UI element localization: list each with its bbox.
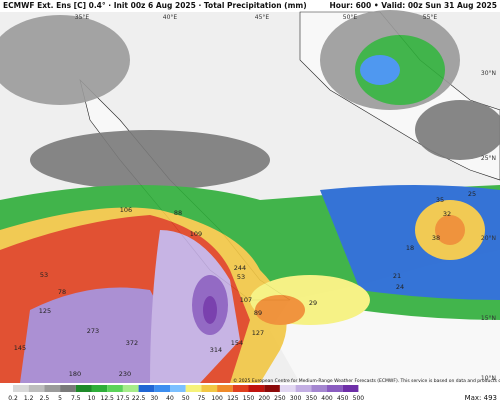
value-label: 314 [210,346,222,354]
legend-tick: 250 [274,395,286,402]
lon-label: 55°E [423,14,438,21]
legend-tick: 350 [306,395,318,402]
legend-tick: 400 [321,395,333,402]
legend: 0.2 1.2 2.5 5 7.5 10 12.5 17.5 22.5 30 40 50 75 100 12… [8,377,500,402]
value-label: 372 [126,339,138,347]
value-label: 107 [240,296,252,304]
color-swatch [342,385,359,392]
color-swatch [264,385,280,392]
value-label: 109 [190,230,202,238]
credit: © 2025 European Centre for Medium-Range … [233,377,500,384]
lat-label: 15°N [481,315,496,322]
color-swatch [217,385,233,392]
value-label: 154 [231,339,243,347]
value-label: 127 [252,329,264,337]
color-swatch [75,385,92,392]
legend-tick: 100 [211,395,223,402]
legend-tick: 12.5 [101,395,115,402]
value-label: 18 [406,244,414,252]
lon-label: 40°E [163,14,178,21]
legend-tick: 10 [88,395,96,402]
value-label: 88 [174,209,182,217]
color-swatch [13,385,29,392]
lon-label: 45°E [255,14,270,21]
color-swatch [327,385,343,392]
legend-tick: 22.5 [132,395,146,402]
legend-tick: 40 [166,395,174,402]
value-label: 89 [254,309,262,317]
color-swatch [138,385,155,392]
legend-tick: 300 [290,395,302,402]
value-label: 24 [396,283,404,291]
color-swatch [122,385,139,392]
color-swatch [248,385,265,392]
lat-label: 20°N [481,235,496,242]
precip-fields [0,10,500,383]
legend-tick: 7.5 [71,395,81,402]
value-label: 244 [234,264,246,272]
color-swatch [44,385,61,392]
value-label: 125 [39,307,51,315]
legend-tick: 50 [182,395,190,402]
max-label: Max: 493 [465,394,497,402]
legend-tick: 1.2 [24,395,34,402]
legend-tick: 75 [198,395,206,402]
color-swatch [201,385,218,392]
value-label: 273 [87,327,99,335]
value-label: 38 [432,234,440,242]
lat-label: 25°N [481,155,496,162]
value-label: 25 [468,190,476,198]
lat-label: 10°N [481,375,496,382]
legend-tick: 0.2 [8,395,18,402]
color-swatch [28,385,45,392]
legend-tick: 200 [258,395,270,402]
legend-tick: 150 [243,395,255,402]
legend-tick: 5 [58,395,62,402]
lon-label: 35°E [75,14,90,21]
legend-tick: 125 [227,395,239,402]
legend-tick: 17.5 [116,395,130,402]
value-label: 230 [119,370,131,378]
color-swatch [170,385,186,392]
legend-tick: 2.5 [40,395,50,402]
header-left: ECMWF Ext. Ens [C] 0.4° · Init 00z 6 Aug… [3,1,307,10]
value-label: 29 [309,299,317,307]
color-swatch [185,385,202,392]
lat-label: 30°N [481,70,496,77]
value-label: 32 [443,210,451,218]
legend-tick: 30 [150,395,158,402]
value-label: 53 [40,271,48,279]
value-label: 145 [14,344,26,352]
value-label: 180 [69,370,81,378]
map [0,10,500,383]
value-label: 21 [393,272,401,280]
legend-tick: 500 [353,395,365,402]
color-swatch [91,385,108,392]
value-label: 53 [237,273,245,281]
color-swatch [107,385,123,392]
color-swatch [154,385,170,392]
color-swatch [311,385,327,392]
legend-tick: 450 [337,395,349,402]
value-label: 35 [436,196,444,204]
color-swatch [232,385,249,392]
value-label: 106 [120,206,132,214]
color-swatch [60,385,76,392]
lon-label: 50°E [343,14,358,21]
color-swatch [295,385,312,392]
color-swatch [279,385,296,392]
header-right: Hour: 600 • Valid: 00z Sun 31 Aug 2025 [330,1,497,10]
value-label: 78 [58,288,66,296]
